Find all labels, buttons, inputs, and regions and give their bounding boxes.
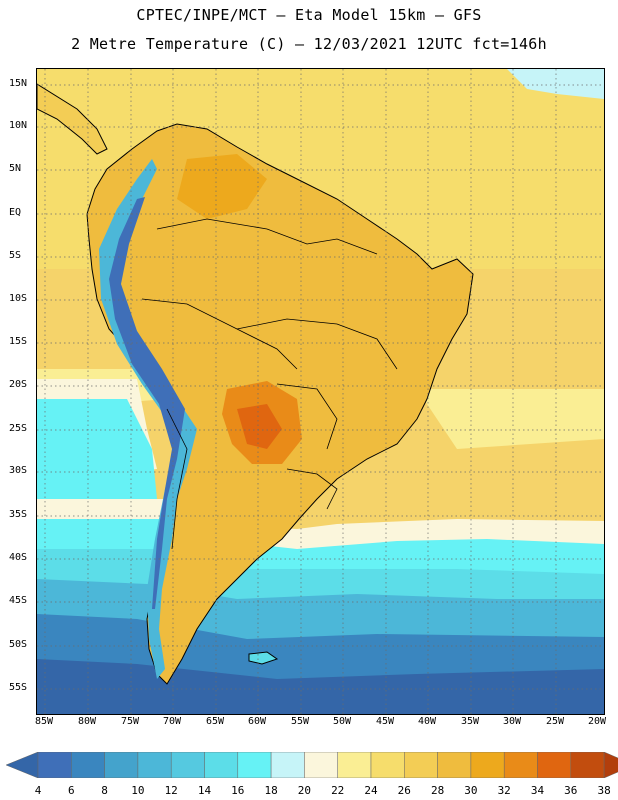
lat-label-25s: 25S: [9, 423, 28, 434]
lat-label-eq: EQ: [9, 207, 22, 218]
lat-label-10s: 10S: [9, 293, 28, 304]
lon-label-60w: 60W: [247, 716, 267, 727]
colorbar-swatch: [37, 752, 72, 778]
colorbar-label: 34: [530, 784, 545, 797]
colorbar-swatch: [71, 752, 105, 778]
temperature-map: [36, 68, 605, 715]
lat-label-55s: 55S: [9, 682, 28, 693]
lat-label-30s: 30S: [9, 465, 28, 476]
lon-label-75w: 75W: [120, 716, 140, 727]
colorbar-label: 28: [430, 784, 445, 797]
colorbar-swatch: [270, 752, 305, 778]
cool-patch-northeast: [507, 69, 604, 99]
lon-label-40w: 40W: [417, 716, 437, 727]
colorbar: [6, 752, 618, 778]
colorbar-swatch: [537, 752, 572, 778]
colorbar-label: 18: [264, 784, 278, 797]
lat-label-15n: 15N: [9, 78, 28, 89]
southern-coldest-band: [37, 659, 604, 714]
lon-label-55w: 55W: [290, 716, 310, 727]
border-chile-argentina: [166, 408, 188, 550]
hottest-core: [237, 404, 282, 449]
colorbar-label: 16: [231, 784, 245, 797]
colorbar-swatch: [104, 752, 139, 778]
lat-label-5s: 5S: [9, 250, 22, 261]
colorbar-swatch: [204, 752, 239, 778]
pacific-cool-band: [37, 399, 157, 499]
border-uruguay: [286, 468, 338, 510]
colorbar-label: 6: [67, 784, 75, 797]
andes-coldest-spine: [109, 197, 185, 609]
lon-label-50w: 50W: [332, 716, 352, 727]
colorbar-label: 36: [564, 784, 578, 797]
lat-label-50s: 50S: [9, 639, 28, 650]
lat-label-15s: 15S: [9, 336, 28, 347]
lat-label-20s: 20S: [9, 379, 28, 390]
border-paraguay: [276, 383, 338, 450]
lon-label-85w: 85W: [34, 716, 54, 727]
lon-label-20w: 20W: [587, 716, 607, 727]
colorbar-label: 32: [497, 784, 511, 797]
colorbar-swatch: [137, 752, 172, 778]
country-borders: [141, 218, 398, 550]
colorbar-label: 8: [101, 784, 108, 797]
lon-label-45w: 45W: [375, 716, 395, 727]
lat-label-45s: 45S: [9, 595, 28, 606]
lon-label-25w: 25W: [545, 716, 565, 727]
colorbar-label: 24: [364, 784, 378, 797]
colorbar-swatch: [337, 752, 372, 778]
colorbar-high-arrow: [603, 752, 618, 778]
colorbar-swatch: [437, 752, 472, 778]
colorbar-swatch: [470, 752, 505, 778]
lon-label-35w: 35W: [460, 716, 480, 727]
colorbar-swatch: [237, 752, 272, 778]
colorbar-swatch: [304, 752, 338, 778]
colorbar-label: 14: [197, 784, 212, 797]
colorbar-swatch: [503, 752, 538, 778]
colorbar-label: 22: [331, 784, 345, 797]
colorbar-label: 30: [464, 784, 478, 797]
colorbar-swatch: [170, 752, 205, 778]
lat-label-40s: 40S: [9, 552, 28, 563]
colorbar-label: 38: [597, 784, 611, 797]
map-svg: [37, 69, 604, 714]
graticule: [37, 69, 604, 714]
colorbar-low-arrow: [6, 752, 39, 778]
colorbar-swatch: [370, 752, 405, 778]
border-brazil-west: [236, 318, 398, 370]
lon-label-70w: 70W: [162, 716, 182, 727]
lon-label-30w: 30W: [502, 716, 522, 727]
colorbar-label: 10: [131, 784, 145, 797]
map-title-line2: 2 Metre Temperature (C) – 12/03/2021 12U…: [71, 35, 547, 53]
lat-label-35s: 35S: [9, 509, 28, 520]
lon-label-65w: 65W: [205, 716, 225, 727]
lon-label-80w: 80W: [77, 716, 97, 727]
map-title-line1: CPTEC/INPE/MCT – Eta Model 15km – GFS: [136, 6, 482, 24]
colorbar-swatch: [404, 752, 438, 778]
colorbar-label: 4: [34, 784, 42, 797]
falkland-islands: [248, 651, 279, 665]
colorbar-swatch: [570, 752, 605, 778]
colorbar-label: 26: [397, 784, 411, 797]
atlantic-warm-band: [417, 389, 604, 449]
border-north: [156, 218, 378, 255]
lat-label-5n: 5N: [9, 163, 22, 174]
colorbar-label: 12: [164, 784, 178, 797]
lat-label-10n: 10N: [9, 120, 28, 131]
central-america: [37, 83, 108, 155]
colorbar-label: 20: [297, 784, 312, 797]
